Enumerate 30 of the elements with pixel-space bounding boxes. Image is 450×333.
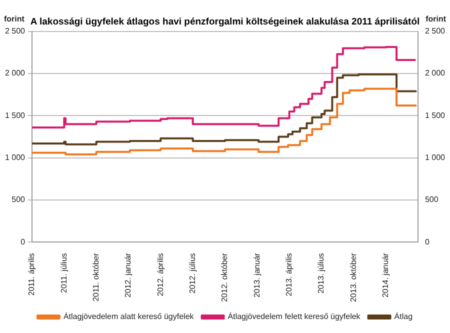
legend-label: Átlagjövedelem alatt kereső ügyfelek	[63, 312, 195, 322]
y-tick-label: 500	[12, 195, 26, 204]
x-tick-label: 2012. január	[124, 252, 133, 298]
x-tick-label: 2011. április	[27, 253, 36, 296]
y2-tick-label: 1 500	[424, 110, 446, 120]
y-tick-label: 0	[20, 237, 26, 246]
y2-tick-label: 0	[424, 237, 430, 246]
y2-tick-label: 1 000	[424, 153, 446, 162]
y2-tick-label: 500	[424, 195, 439, 204]
x-tick-label: 2011. október	[92, 252, 101, 302]
x-tick-label: 2013. január	[252, 252, 262, 298]
y-tick-label: 1 000	[4, 153, 26, 162]
x-tick-label: 2011. július	[59, 253, 68, 293]
y2-axis-title: forint	[426, 14, 446, 24]
x-tick-label: 2014. január	[381, 252, 390, 298]
chart-title: A lakossági ügyfelek átlagos havi pénzforgalmi költségeinek alakulása 2011 áprilisától	[30, 16, 420, 28]
x-tick-label: 2013. október	[348, 252, 358, 302]
x-tick-label: 2013. április	[284, 253, 294, 296]
legend-label: Átlag	[394, 312, 413, 322]
y2-tick-label: 2 000	[424, 68, 446, 78]
legend-label: Átlagjövedelem felett kereső ügyfelek	[228, 312, 362, 322]
x-tick-label: 2012. október	[220, 252, 230, 302]
y-axis-title: forint	[4, 14, 25, 24]
y-tick-label: 2 500	[4, 26, 26, 36]
x-tick-label: 2012. április	[156, 253, 165, 296]
y-tick-label: 1 500	[4, 110, 26, 120]
x-tick-label: 2013. július	[316, 253, 326, 294]
y-tick-label: 2 000	[4, 68, 26, 78]
y2-tick-label: 2 500	[424, 26, 446, 36]
x-tick-label: 2012. július	[188, 253, 198, 294]
